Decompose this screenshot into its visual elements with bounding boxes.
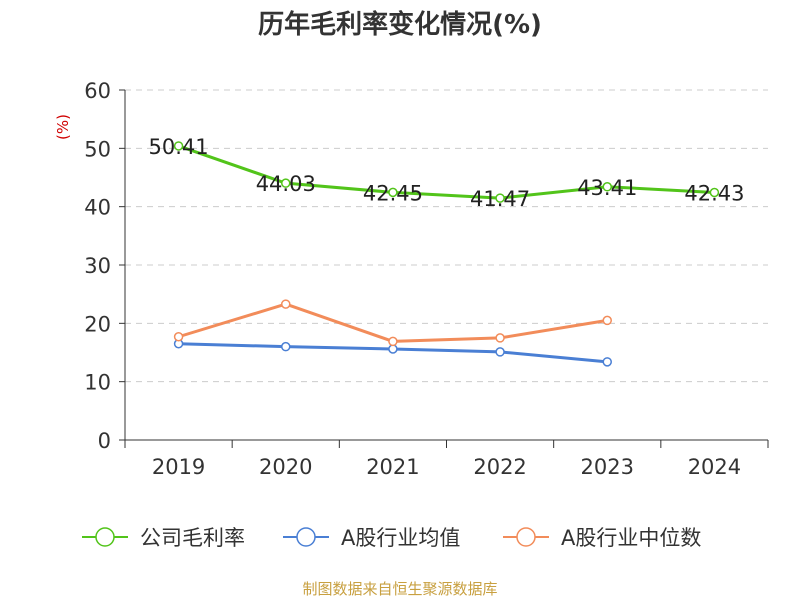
data-point (173, 332, 184, 342)
legend-marker (516, 527, 536, 547)
data-point (281, 341, 291, 352)
legend-marker (95, 527, 115, 547)
y-tick-label: 0 (98, 429, 111, 453)
y-tick-label: 40 (84, 196, 111, 220)
data-point (709, 187, 720, 198)
legend-label: 公司毛利率 (140, 526, 245, 550)
legend-label: A股行业均值 (341, 526, 460, 550)
x-tick-label: 2020 (259, 455, 312, 479)
source-note: 制图数据来自恒生聚源数据库 (302, 580, 498, 598)
y-tick-label: 30 (84, 254, 111, 278)
data-labels: 50.41 44.03 42.45 41.47 43.41 42.43 (149, 135, 745, 211)
data-point (281, 178, 291, 188)
chart-title: 历年毛利率变化情况(%) (258, 10, 542, 40)
x-tick-label: 2023 (581, 455, 634, 479)
data-point (495, 193, 505, 203)
data-point (602, 182, 612, 192)
series-line (178, 144, 715, 200)
data-point (602, 357, 612, 367)
y-tick-label: 50 (84, 137, 111, 161)
data-label: 44.03 (256, 172, 316, 196)
data-point (495, 347, 505, 357)
data-point (281, 299, 291, 309)
series-lines (173, 141, 720, 367)
data-label: 42.43 (684, 181, 744, 205)
axes: 0 10 20 30 40 50 60 (%) 2019 2020 2021 2022 2023 2024 (54, 79, 769, 479)
data-point (388, 344, 398, 354)
data-point (495, 333, 505, 343)
legend-marker (296, 527, 316, 547)
x-tick-label: 2021 (366, 455, 419, 479)
grid-lines (125, 89, 768, 383)
y-tick-label: 10 (84, 371, 111, 395)
y-axis-label: (%) (54, 114, 72, 140)
data-label: 50.41 (149, 135, 209, 159)
data-point (388, 336, 398, 347)
y-tick-label: 60 (84, 79, 111, 103)
data-point (388, 187, 398, 198)
series-line (178, 302, 608, 343)
x-tick-label: 2024 (688, 455, 741, 479)
x-tick-label: 2019 (152, 455, 205, 479)
data-label: 43.41 (577, 176, 637, 200)
data-label: 41.47 (470, 187, 530, 211)
legend: 公司毛利率 A股行业均值 A股行业中位数 (82, 526, 701, 550)
data-point (173, 141, 184, 151)
x-tick-label: 2022 (473, 455, 526, 479)
data-label: 42.45 (363, 181, 423, 205)
legend-label: A股行业中位数 (561, 526, 701, 550)
y-tick-label: 20 (84, 312, 111, 336)
data-point (602, 315, 612, 326)
